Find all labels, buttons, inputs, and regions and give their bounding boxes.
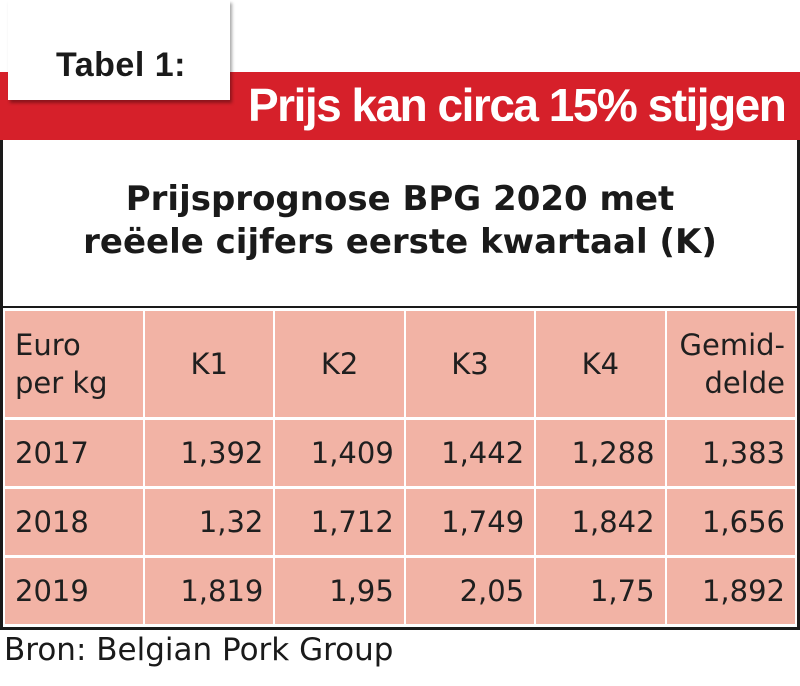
header-k3: K3 <box>405 311 535 417</box>
cell-average: 1,892 <box>666 558 795 624</box>
cell-average: 1,656 <box>666 489 795 555</box>
header-average-line-1: Gemid- <box>679 328 786 362</box>
table-row: 2017 1,392 1,409 1,442 1,288 1,383 <box>5 420 795 486</box>
table-label-tab: Tabel 1: <box>8 0 230 100</box>
cell-value: 1,95 <box>275 558 404 624</box>
table-row: 2018 1,32 1,712 1,749 1,842 1,656 <box>5 489 795 555</box>
header-k1: K1 <box>145 311 274 417</box>
header-unit: Euro per kg <box>5 311 143 417</box>
table-row: 2019 1,819 1,95 2,05 1,75 1,892 <box>5 558 795 624</box>
source-note: Bron: Belgian Pork Group <box>4 632 394 668</box>
header-unit-line-2: per kg <box>15 366 108 400</box>
row-year: 2018 <box>5 489 143 555</box>
header-unit-line-1: Euro <box>15 328 81 362</box>
cell-value: 1,712 <box>275 489 404 555</box>
header-k4: K4 <box>536 311 665 417</box>
table-frame: Prijsprognose BPG 2020 met reëele cijfer… <box>0 140 800 630</box>
subtitle-line-2: reëele cijfers eerste kwartaal (K) <box>83 222 717 262</box>
price-table: Euro per kg K1 K2 K3 K4 Gemid- delde 201… <box>3 306 797 627</box>
cell-value: 1,288 <box>536 420 665 486</box>
table-subtitle: Prijsprognose BPG 2020 met reëele cijfer… <box>3 178 797 264</box>
cell-value: 1,409 <box>275 420 404 486</box>
cell-value: 1,32 <box>145 489 274 555</box>
row-year: 2019 <box>5 558 143 624</box>
header-area: Tabel 1: Prijs kan circa 15% stijgen <box>0 0 800 140</box>
cell-value: 1,842 <box>536 489 665 555</box>
cell-average: 1,383 <box>666 420 795 486</box>
cell-value: 2,05 <box>405 558 535 624</box>
header-k2: K2 <box>275 311 404 417</box>
table-header-row: Euro per kg K1 K2 K3 K4 Gemid- delde <box>5 311 795 417</box>
cell-value: 1,442 <box>405 420 535 486</box>
header-average: Gemid- delde <box>666 311 795 417</box>
cell-value: 1,819 <box>145 558 274 624</box>
row-year: 2017 <box>5 420 143 486</box>
cell-value: 1,749 <box>405 489 535 555</box>
header-average-line-2: delde <box>704 366 785 400</box>
cell-value: 1,392 <box>145 420 274 486</box>
headline: Prijs kan circa 15% stijgen <box>248 79 787 131</box>
cell-value: 1,75 <box>536 558 665 624</box>
table-label: Tabel 1: <box>56 46 186 84</box>
subtitle-line-1: Prijsprognose BPG 2020 met <box>125 179 675 219</box>
